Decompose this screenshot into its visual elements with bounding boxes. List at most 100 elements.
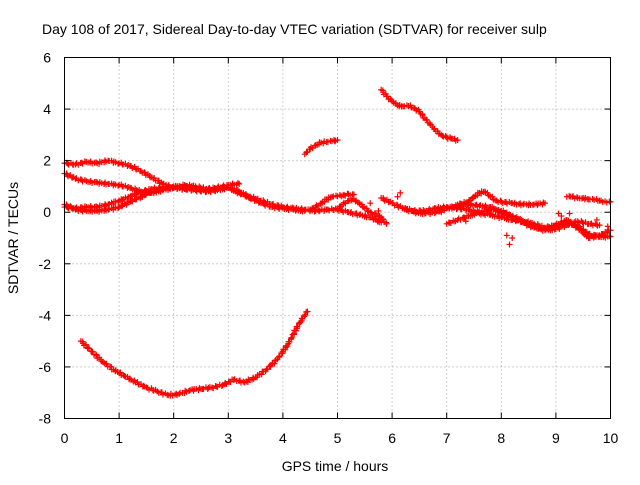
trail-marker bbox=[81, 177, 88, 184]
trail-marker bbox=[578, 195, 585, 202]
trail-marker bbox=[81, 158, 88, 165]
trail-marker bbox=[573, 194, 580, 201]
trail-marker bbox=[156, 185, 163, 192]
trail-marker bbox=[272, 357, 279, 364]
data-point bbox=[566, 210, 573, 217]
y-tick-label: -4 bbox=[39, 307, 52, 323]
data-point bbox=[438, 209, 445, 216]
trail-marker bbox=[452, 137, 459, 144]
trail-marker bbox=[594, 222, 601, 229]
trail-marker bbox=[451, 218, 458, 225]
trail-marker bbox=[310, 205, 317, 212]
trail-marker bbox=[125, 183, 132, 190]
data-point bbox=[558, 213, 565, 220]
trail-marker bbox=[365, 208, 372, 215]
trail-marker bbox=[234, 190, 241, 197]
data-point bbox=[604, 223, 611, 230]
trail-marker bbox=[420, 114, 427, 121]
series-arc-9 bbox=[378, 86, 461, 144]
x-tick-label: 10 bbox=[603, 430, 619, 446]
trail-marker bbox=[316, 139, 323, 146]
trail-marker bbox=[118, 203, 125, 210]
y-tick-label: 4 bbox=[43, 101, 51, 117]
series-arc-5 bbox=[77, 308, 311, 399]
trail-marker bbox=[294, 323, 301, 330]
data-marks bbox=[61, 86, 614, 399]
trail-marker bbox=[327, 194, 334, 201]
trail-marker bbox=[333, 192, 340, 199]
trail-marker bbox=[572, 224, 579, 231]
trail-marker bbox=[475, 209, 482, 216]
trail-marker bbox=[364, 207, 371, 214]
trail-marker bbox=[383, 219, 390, 226]
trail-marker bbox=[392, 100, 399, 107]
x-tick-label: 7 bbox=[443, 430, 451, 446]
series-arc-8 bbox=[334, 195, 390, 227]
x-tick-label: 8 bbox=[497, 430, 505, 446]
trail-marker bbox=[469, 195, 476, 202]
trail-marker bbox=[271, 360, 278, 367]
x-tick-label: 6 bbox=[388, 430, 396, 446]
trail-marker bbox=[540, 199, 547, 206]
trail-marker bbox=[165, 182, 172, 189]
trail-marker bbox=[349, 195, 356, 202]
trail-marker bbox=[206, 384, 213, 391]
trail-marker bbox=[197, 186, 204, 193]
trail-marker bbox=[431, 205, 438, 212]
trail-marker bbox=[371, 210, 378, 217]
trail-marker bbox=[70, 174, 77, 181]
trail-marker bbox=[103, 158, 110, 165]
trail-marker bbox=[276, 353, 283, 360]
trail-marker bbox=[408, 104, 415, 111]
data-point bbox=[462, 218, 469, 225]
trail-marker bbox=[324, 138, 331, 145]
trail-marker bbox=[401, 103, 408, 110]
trail-marker bbox=[141, 191, 148, 198]
trail-marker bbox=[376, 213, 383, 220]
trail-marker bbox=[431, 210, 438, 217]
trail-marker bbox=[446, 134, 453, 141]
trail-marker bbox=[190, 185, 197, 192]
trail-marker bbox=[256, 198, 263, 205]
trail-marker bbox=[93, 159, 100, 166]
trail-marker bbox=[558, 218, 565, 225]
data-point bbox=[509, 235, 516, 241]
x-tick-label: 3 bbox=[224, 430, 232, 446]
trail-marker bbox=[539, 227, 546, 234]
trail-marker bbox=[131, 377, 138, 384]
trail-marker bbox=[196, 385, 203, 392]
y-axis-label: SDTVAR / TECUs bbox=[5, 182, 21, 294]
trail-marker bbox=[441, 204, 448, 211]
trail-marker bbox=[379, 215, 386, 222]
trail-marker bbox=[415, 106, 422, 113]
trail-marker bbox=[474, 203, 481, 210]
trail-marker bbox=[338, 203, 345, 210]
trail-marker bbox=[115, 205, 122, 212]
x-tick-label: 4 bbox=[279, 430, 287, 446]
y-tick-label: -6 bbox=[39, 359, 52, 375]
x-tick-label: 9 bbox=[552, 430, 560, 446]
trail-marker bbox=[211, 186, 218, 193]
trail-marker bbox=[551, 226, 558, 233]
trail-marker bbox=[606, 233, 613, 240]
trail-marker bbox=[124, 199, 131, 206]
trail-marker bbox=[606, 198, 613, 205]
trail-marker bbox=[387, 95, 394, 102]
trail-marker bbox=[223, 184, 230, 191]
trail-marker bbox=[174, 392, 181, 399]
series-arc-6 bbox=[301, 136, 341, 158]
trail-marker bbox=[299, 208, 306, 215]
trail-marker bbox=[302, 312, 309, 319]
series-isolated-points bbox=[367, 189, 611, 248]
trail-marker bbox=[496, 214, 503, 221]
trail-marker bbox=[460, 214, 467, 221]
trail-marker bbox=[119, 197, 126, 204]
trail-marker bbox=[384, 93, 391, 100]
trail-marker bbox=[497, 208, 504, 215]
x-tick-label: 1 bbox=[115, 430, 123, 446]
trail-marker bbox=[517, 202, 524, 209]
trail-marker bbox=[202, 187, 209, 194]
trail-marker bbox=[288, 334, 295, 341]
